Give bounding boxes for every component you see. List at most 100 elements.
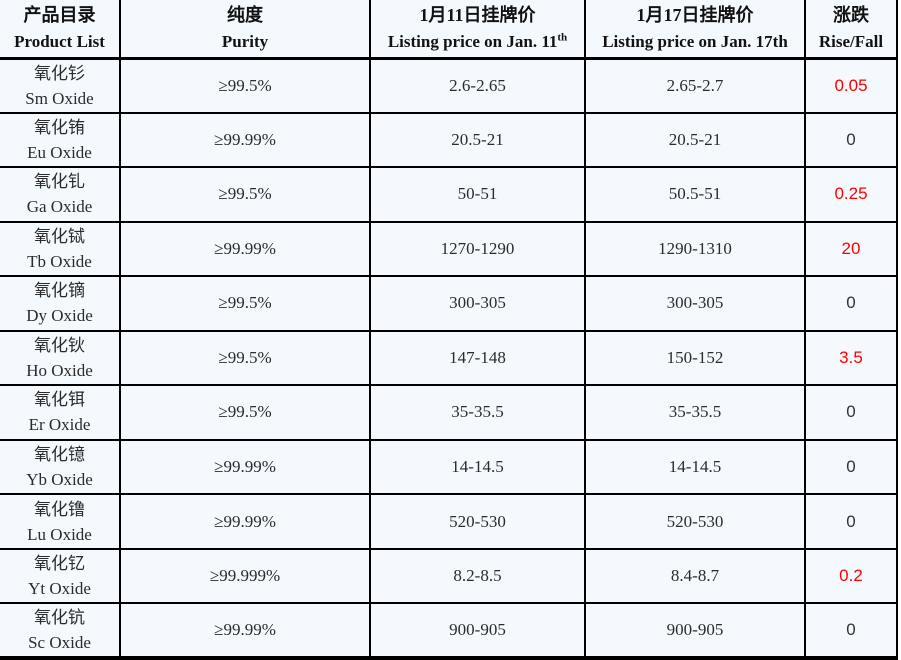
col-header-jan17-zh: 1月17日挂牌价: [636, 5, 754, 26]
product-name-en: Yb Oxide: [26, 469, 93, 489]
col-header-product-list-zh: 产品目录: [23, 5, 96, 26]
rise-fall-cell: 0: [804, 384, 898, 441]
table-row-lu-oxide: 氧化镥 Lu Oxide ≥99.99% 520-530 520-530 0: [0, 493, 898, 550]
jan11-price-cell: 20.5-21: [369, 111, 586, 169]
product-name-zh: 氧化镥: [34, 499, 85, 519]
table-row-ho-oxide: 氧化钬 Ho Oxide ≥99.5% 147-148 150-152 3.5: [0, 329, 898, 387]
product-name-en: Eu Oxide: [27, 142, 92, 162]
jan11-price-cell: 900-905: [369, 602, 586, 660]
jan17-price-cell: 300-305: [584, 275, 806, 332]
jan11-price-cell: 50-51: [369, 166, 586, 223]
jan17-price-cell: 900-905: [584, 602, 806, 660]
col-header-jan17-price: 1月17日挂牌价 Listing price on Jan. 17th: [584, 0, 806, 60]
product-name-en: Er Oxide: [28, 415, 91, 435]
purity-cell: ≥99.5%: [119, 275, 371, 332]
table-row-ga-oxide: 氧化钆 Ga Oxide ≥99.5% 50-51 50.5-51 0.25: [0, 166, 898, 223]
purity-cell: ≥99.5%: [119, 329, 371, 387]
product-name-zh: 氧化镝: [34, 281, 85, 301]
product-name-zh: 氧化铽: [34, 226, 85, 246]
product-cell: 氧化钪 Sc Oxide: [0, 602, 121, 660]
product-name-en: Ga Oxide: [26, 197, 93, 217]
product-name-zh: 氧化钐: [34, 63, 85, 83]
purity-cell: ≥99.99%: [119, 220, 371, 278]
jan11-price-cell: 147-148: [369, 329, 586, 387]
header-row: 产品目录 Product List 纯度 Purity 1月11日挂牌价 Lis…: [0, 0, 898, 60]
jan11-th-superscript: th: [557, 31, 568, 44]
product-cell: 氧化钬 Ho Oxide: [0, 329, 121, 387]
product-name-en: Dy Oxide: [26, 306, 93, 326]
purity-cell: ≥99.5%: [119, 166, 371, 223]
rise-fall-cell: 0: [804, 275, 898, 332]
product-cell: 氧化钇 Yt Oxide: [0, 547, 121, 605]
purity-cell: ≥99.5%: [119, 384, 371, 441]
rise-fall-cell: 0.05: [804, 57, 898, 114]
product-cell: 氧化镥 Lu Oxide: [0, 493, 121, 550]
jan11-price-cell: 520-530: [369, 493, 586, 550]
product-name-en: Yt Oxide: [28, 579, 91, 599]
table-row-dy-oxide: 氧化镝 Dy Oxide ≥99.5% 300-305 300-305 0: [0, 275, 898, 332]
purity-cell: ≥99.99%: [119, 602, 371, 660]
rise-fall-cell: 0: [804, 438, 898, 496]
col-header-rise-fall-en: Rise/Fall: [818, 32, 884, 52]
jan11-price-cell: 2.6-2.65: [369, 57, 586, 114]
product-name-zh: 氧化钆: [34, 172, 85, 192]
product-name-en: Lu Oxide: [27, 524, 92, 544]
product-name-zh: 氧化铒: [34, 390, 85, 410]
jan11-price-cell: 8.2-8.5: [369, 547, 586, 605]
col-header-product-list-en: Product List: [14, 32, 105, 52]
rise-fall-cell: 0: [804, 493, 898, 550]
product-cell: 氧化钆 Ga Oxide: [0, 166, 121, 223]
purity-cell: ≥99.99%: [119, 438, 371, 496]
col-header-rise-fall-zh: 涨跌: [833, 5, 869, 26]
product-cell: 氧化铕 Eu Oxide: [0, 111, 121, 169]
product-name-zh: 氧化钬: [34, 335, 85, 355]
col-header-purity: 纯度 Purity: [119, 0, 371, 60]
jan11-price-cell: 300-305: [369, 275, 586, 332]
rise-fall-cell: 20: [804, 220, 898, 278]
product-name-en: Ho Oxide: [26, 360, 93, 380]
jan17-price-cell: 8.4-8.7: [584, 547, 806, 605]
jan17-price-cell: 2.65-2.7: [584, 57, 806, 114]
product-name-en: Sm Oxide: [25, 88, 94, 108]
jan17-price-cell: 150-152: [584, 329, 806, 387]
product-name-zh: 氧化钪: [34, 608, 85, 628]
purity-cell: ≥99.5%: [119, 57, 371, 114]
jan17-price-cell: 1290-1310: [584, 220, 806, 278]
purity-cell: ≥99.99%: [119, 111, 371, 169]
rise-fall-cell: 0: [804, 111, 898, 169]
col-header-jan11-en: Listing price on Jan. 11th: [387, 31, 568, 52]
product-cell: 氧化铒 Er Oxide: [0, 384, 121, 441]
product-name-zh: 氧化镱: [34, 444, 85, 464]
product-name-zh: 氧化钇: [34, 554, 85, 574]
col-header-jan17-en: Listing price on Jan. 17th: [602, 32, 788, 52]
product-name-en: Sc Oxide: [28, 633, 91, 653]
product-name-zh: 氧化铕: [34, 117, 85, 137]
jan11-price-cell: 35-35.5: [369, 384, 586, 441]
jan11-price-cell: 1270-1290: [369, 220, 586, 278]
rise-fall-cell: 0: [804, 602, 898, 660]
purity-cell: ≥99.999%: [119, 547, 371, 605]
product-cell: 氧化镝 Dy Oxide: [0, 275, 121, 332]
col-header-jan11-price: 1月11日挂牌价 Listing price on Jan. 11th: [369, 0, 586, 60]
table-header: 产品目录 Product List 纯度 Purity 1月11日挂牌价 Lis…: [0, 0, 898, 60]
jan17-price-cell: 20.5-21: [584, 111, 806, 169]
product-cell: 氧化镱 Yb Oxide: [0, 438, 121, 496]
col-header-purity-en: Purity: [221, 32, 269, 52]
jan17-price-cell: 50.5-51: [584, 166, 806, 223]
purity-cell: ≥99.99%: [119, 493, 371, 550]
table-row-yt-oxide: 氧化钇 Yt Oxide ≥99.999% 8.2-8.5 8.4-8.7 0.…: [0, 547, 898, 605]
product-cell: 氧化钐 Sm Oxide: [0, 57, 121, 114]
col-header-jan11-zh: 1月11日挂牌价: [419, 5, 536, 26]
rise-fall-cell: 3.5: [804, 329, 898, 387]
table-row-eu-oxide: 氧化铕 Eu Oxide ≥99.99% 20.5-21 20.5-21 0: [0, 111, 898, 169]
table-row-yb-oxide: 氧化镱 Yb Oxide ≥99.99% 14-14.5 14-14.5 0: [0, 438, 898, 496]
table-row-sm-oxide: 氧化钐 Sm Oxide ≥99.5% 2.6-2.65 2.65-2.7 0.…: [0, 57, 898, 114]
jan17-price-cell: 14-14.5: [584, 438, 806, 496]
table-body: 氧化钐 Sm Oxide ≥99.5% 2.6-2.65 2.65-2.7 0.…: [0, 57, 898, 660]
jan11-price-cell: 14-14.5: [369, 438, 586, 496]
table-row-tb-oxide: 氧化铽 Tb Oxide ≥99.99% 1270-1290 1290-1310…: [0, 220, 898, 278]
rise-fall-cell: 0.2: [804, 547, 898, 605]
table-row-er-oxide: 氧化铒 Er Oxide ≥99.5% 35-35.5 35-35.5 0: [0, 384, 898, 441]
col-header-purity-zh: 纯度: [227, 5, 263, 26]
